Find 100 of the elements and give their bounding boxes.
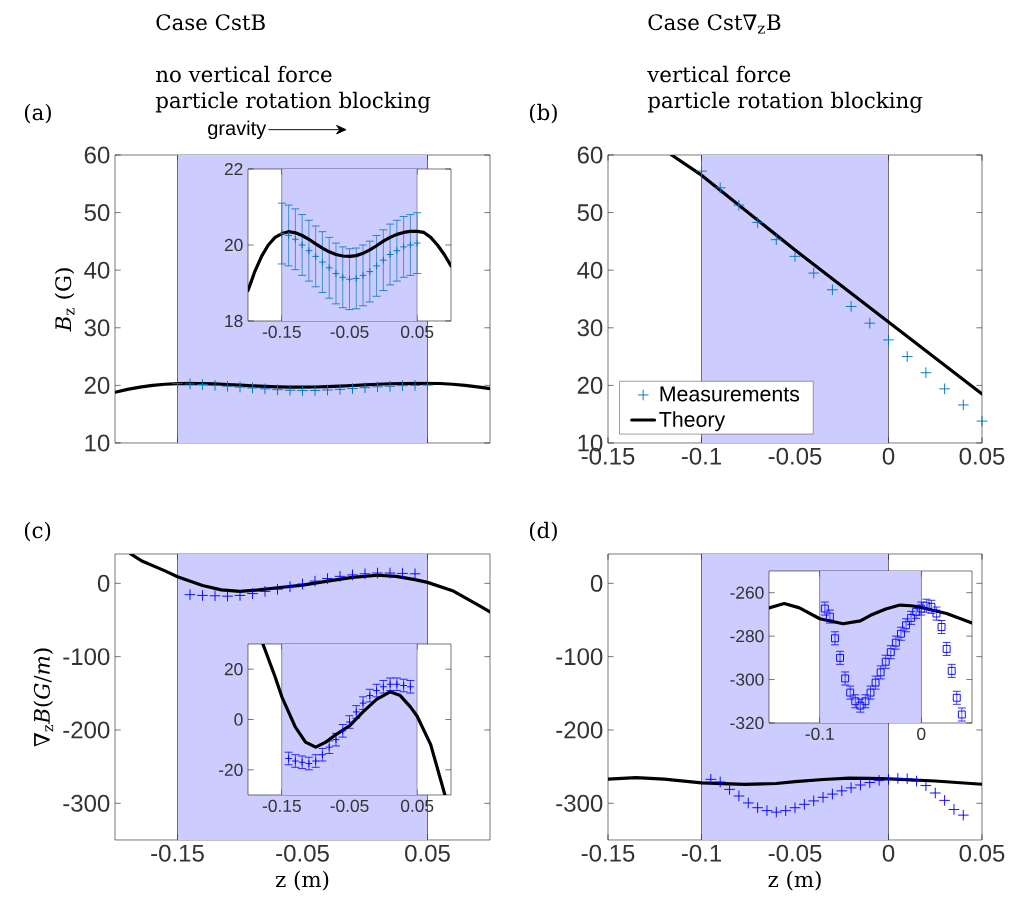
y-tick-label: 22 <box>224 162 243 176</box>
point <box>733 199 745 211</box>
point <box>817 791 829 804</box>
point <box>751 801 764 814</box>
point <box>309 575 321 587</box>
point <box>259 585 271 598</box>
point <box>826 788 839 800</box>
point <box>413 239 421 247</box>
point <box>393 246 401 255</box>
point <box>957 809 970 821</box>
x-tick-label: 0 <box>882 447 895 465</box>
y-tick-label: -300 <box>730 673 764 686</box>
point <box>271 583 284 595</box>
point <box>221 380 234 393</box>
point <box>296 578 309 590</box>
text: (d) <box>529 521 557 542</box>
point <box>864 317 876 329</box>
x-tick-label: 0.05 <box>405 844 450 862</box>
point <box>742 797 755 809</box>
y-tick-label: 20 <box>577 376 603 394</box>
point <box>352 274 361 283</box>
point <box>359 567 371 580</box>
text: particle rotation blocking <box>155 91 431 113</box>
point <box>714 776 727 788</box>
point <box>948 803 960 816</box>
point <box>826 283 839 296</box>
point <box>892 772 904 785</box>
y-tick-label: 30 <box>577 319 603 337</box>
point <box>854 779 867 791</box>
point <box>371 381 384 393</box>
y-tick-label: 40 <box>84 261 110 279</box>
x-tick-label: 0.05 <box>959 447 1005 465</box>
y-tick-label: 10 <box>85 434 110 452</box>
point <box>246 382 259 394</box>
text: (a) <box>24 103 51 124</box>
y-tick-label: 20 <box>84 376 110 394</box>
point <box>835 785 848 797</box>
point <box>938 383 951 395</box>
chart-title: Case Cst∇$_{z}$B <box>648 14 781 34</box>
point <box>938 794 951 807</box>
y-tick-label: -100 <box>556 648 603 666</box>
point <box>184 378 196 390</box>
point <box>386 250 394 259</box>
point <box>901 772 914 785</box>
point <box>379 256 388 264</box>
point <box>334 570 346 583</box>
x-tick-label: -0.05 <box>276 844 329 862</box>
text: vertical force <box>647 65 791 83</box>
point <box>359 271 367 280</box>
point <box>733 790 745 802</box>
y-tick-label: -300 <box>63 794 110 812</box>
point <box>882 334 895 346</box>
y-tick-label: -300 <box>556 794 603 812</box>
legend-label: Theory <box>659 411 726 432</box>
point <box>807 795 820 807</box>
point <box>882 773 895 786</box>
text: gravity <box>208 120 267 140</box>
point <box>406 241 415 249</box>
point <box>873 774 885 787</box>
point <box>184 588 196 601</box>
point <box>910 775 923 787</box>
point <box>234 589 246 602</box>
point <box>779 804 792 817</box>
point <box>384 380 396 393</box>
point <box>209 379 221 392</box>
point <box>366 267 374 276</box>
point <box>298 241 306 249</box>
point <box>409 379 421 392</box>
point <box>305 246 313 255</box>
y-tick-label: 20 <box>224 663 243 676</box>
point <box>705 773 717 786</box>
point <box>371 567 384 579</box>
point <box>372 262 381 270</box>
point <box>284 231 293 240</box>
x-tick-label: -0.05 <box>768 447 822 465</box>
point <box>209 589 221 602</box>
point <box>864 776 876 789</box>
y-tick-label: 18 <box>225 314 243 328</box>
point <box>695 165 708 177</box>
point <box>271 383 284 396</box>
text: no vertical force <box>156 65 332 83</box>
text: (c) <box>24 521 51 542</box>
point <box>789 250 801 263</box>
point <box>845 782 857 794</box>
point <box>291 235 300 244</box>
point <box>399 243 408 251</box>
y-tick-label: -100 <box>63 648 110 666</box>
point <box>221 590 234 602</box>
text: (b) <box>529 103 557 124</box>
y-tick-label: 60 <box>84 146 110 164</box>
point <box>278 229 286 238</box>
chart-title: Case CstB <box>156 14 265 31</box>
y-tick-label: 0 <box>234 713 243 726</box>
legend-label: Measurements <box>660 386 800 402</box>
x-tick-label: 0 <box>882 844 895 862</box>
point <box>770 233 783 246</box>
x-axis-title: z (m) <box>275 870 329 891</box>
y-axis-title: ∇$_{z}$B(G/m) <box>33 648 54 747</box>
point <box>332 269 340 278</box>
point <box>920 366 932 379</box>
